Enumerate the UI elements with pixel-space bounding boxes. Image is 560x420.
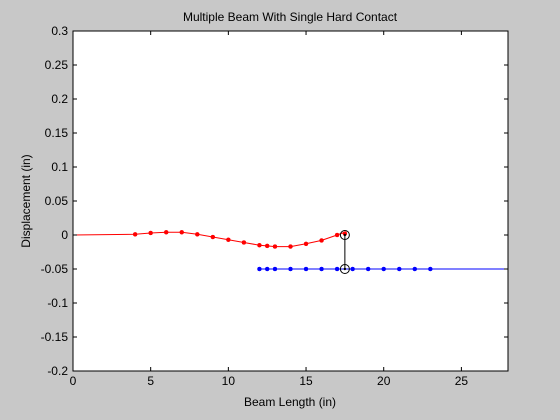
x-tick-label: 5	[147, 374, 154, 388]
series-point-0	[195, 232, 200, 237]
series-point-1	[428, 266, 433, 272]
y-tick-label: 0.2	[51, 92, 68, 106]
y-tick-label: 0.05	[45, 194, 69, 208]
series-point-0	[241, 240, 247, 245]
contact-node-bottom	[339, 264, 350, 274]
series-point-0	[210, 234, 216, 240]
series-point-1	[272, 266, 278, 272]
plot-area	[72, 230, 508, 274]
contact-node-top	[339, 230, 350, 240]
series-point-1	[350, 266, 355, 272]
series-point-0	[257, 242, 262, 248]
series-point-0	[226, 237, 231, 243]
series-point-0	[272, 244, 278, 249]
y-axis-label: Displacement (in)	[19, 154, 33, 247]
series-point-0	[334, 232, 340, 238]
axis-ticks: 0 5 10 15 20 25 -0.2 -0.15 -0.1 -0.05 0 0.05 0.1 0.15…	[41, 24, 508, 388]
x-tick-label: 25	[455, 374, 469, 388]
y-tick-label: -0.15	[41, 330, 69, 344]
contact-node-bottom-center	[343, 267, 347, 271]
x-tick-label: 20	[377, 374, 391, 388]
series-point-0	[148, 230, 153, 236]
x-tick-label: 0	[70, 374, 77, 388]
contact-node-top-center	[343, 233, 347, 237]
series-point-0	[163, 230, 169, 235]
series-point-0	[179, 230, 184, 235]
series-point-0	[288, 244, 293, 249]
series-point-1	[257, 266, 262, 272]
series-point-1	[303, 266, 309, 272]
series-point-1	[397, 266, 402, 272]
series-point-0	[264, 243, 270, 249]
y-tick-label: -0.1	[47, 296, 68, 310]
y-tick-label: -0.2	[47, 364, 68, 378]
y-tick-label: 0.25	[45, 58, 69, 72]
axes-background	[73, 31, 508, 371]
series-point-1	[334, 266, 340, 272]
series-point-1	[319, 266, 324, 272]
series-point-1	[381, 266, 386, 272]
series-point-1	[288, 266, 293, 272]
series-point-0	[132, 232, 138, 237]
y-tick-label: 0.1	[51, 160, 68, 174]
chart-title: Multiple Beam With Single Hard Contact	[183, 10, 398, 24]
series-point-0	[303, 241, 309, 247]
y-tick-label: 0.3	[51, 24, 68, 38]
series-point-0	[319, 238, 324, 243]
y-tick-label: -0.05	[41, 262, 69, 276]
y-tick-label: 0	[61, 228, 68, 242]
y-tick-label: 0.15	[45, 126, 69, 140]
series-point-1	[264, 266, 270, 272]
x-tick-label: 15	[299, 374, 313, 388]
x-axis-label: Beam Length (in)	[244, 395, 336, 409]
x-tick-label: 10	[222, 374, 236, 388]
series-point-1	[412, 266, 418, 272]
series-point-1	[365, 266, 371, 272]
